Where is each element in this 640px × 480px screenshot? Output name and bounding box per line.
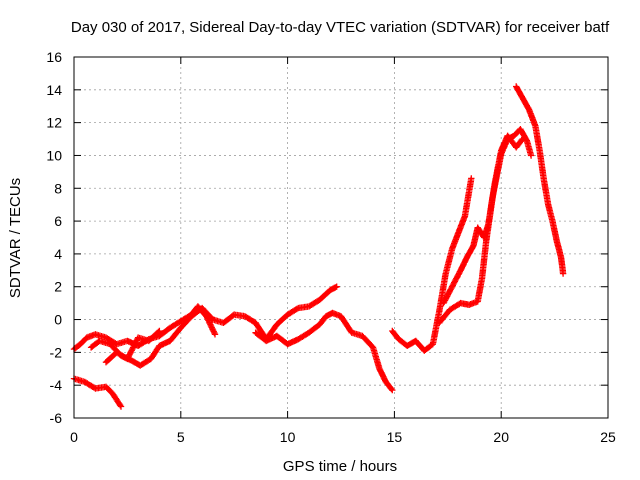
- y-tick-label: 14: [46, 82, 62, 98]
- y-tick-label: 8: [54, 180, 62, 196]
- y-tick-label: 16: [46, 49, 62, 65]
- data-point-markers: [87, 283, 340, 369]
- series-track-d: [87, 283, 340, 369]
- series-track-i: [513, 83, 567, 277]
- x-tick-label: 20: [493, 429, 509, 445]
- y-tick-label: 2: [54, 279, 62, 295]
- x-tick-label: 0: [70, 429, 78, 445]
- axis-ticks: 0 5 10 15 20 25 -6 -4 -2 0 2 4 6 8 10 12 14 16: [46, 49, 616, 445]
- series-track-h: [440, 132, 526, 307]
- series-track-e: [252, 309, 396, 394]
- y-tick-label: 0: [54, 312, 62, 328]
- x-axis-title: GPS time / hours: [283, 458, 397, 475]
- x-tick-label: 15: [387, 429, 403, 445]
- y-axis-title: SDTVAR / TECUs: [7, 178, 24, 298]
- plot-frame: [73, 56, 609, 419]
- y-tick-label: 12: [46, 115, 62, 131]
- y-tick-label: -2: [50, 344, 63, 360]
- series-track-f: [389, 175, 475, 354]
- data-point-markers: [440, 132, 526, 307]
- x-tick-label: 10: [280, 429, 296, 445]
- x-tick-label: 5: [177, 429, 185, 445]
- y-tick-label: 6: [54, 213, 62, 229]
- data-point-markers: [513, 83, 567, 277]
- chart-title: Day 030 of 2017, Sidereal Day-to-day VTE…: [71, 19, 610, 36]
- x-tick-label: 25: [600, 429, 616, 445]
- y-tick-label: 10: [46, 147, 62, 163]
- data-point-markers: [252, 309, 396, 394]
- data-point-markers: [389, 175, 475, 354]
- y-tick-label: 4: [54, 246, 62, 262]
- y-tick-label: -6: [50, 410, 63, 426]
- y-tick-label: -4: [50, 377, 63, 393]
